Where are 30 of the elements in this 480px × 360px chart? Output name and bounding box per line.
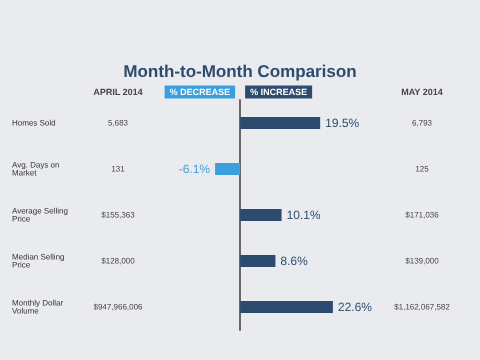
data-label: 8.6% — [280, 254, 308, 268]
text: $1,162,067,582 — [394, 302, 450, 312]
text: $128,000 — [101, 256, 136, 266]
y-tick-label: Avg. Days on Market — [12, 160, 62, 178]
text: % DECREASE — [170, 87, 230, 97]
text: $947,966,006 — [94, 302, 144, 312]
bar — [240, 209, 282, 221]
bar — [240, 255, 276, 267]
data-label: 22.6% — [338, 300, 372, 314]
bar — [240, 117, 320, 129]
y-tick-label: Median Selling Price — [12, 252, 67, 270]
bar — [240, 301, 333, 313]
text: $139,000 — [405, 256, 440, 266]
data-label: 10.1% — [286, 208, 321, 222]
text: $155,363 — [101, 210, 136, 220]
text: % INCREASE — [250, 87, 308, 97]
text: MAY 2014 — [401, 87, 443, 97]
data-label: 19.5% — [325, 116, 360, 130]
text: 131 — [111, 164, 126, 174]
text: APRIL 2014 — [93, 87, 143, 97]
text: 6,793 — [412, 118, 433, 128]
text: 5,683 — [108, 118, 129, 128]
data-label: -6.1% — [178, 162, 210, 176]
y-tick-label: Homes Sold — [12, 118, 56, 128]
y-tick-label: Average Selling Price — [12, 206, 70, 224]
chart-title: Month-to-Month Comparison — [123, 62, 357, 81]
text: 125 — [415, 164, 430, 174]
text: $171,036 — [405, 210, 440, 220]
bar — [215, 163, 240, 175]
y-tick-label: Monthly Dollar Volume — [12, 298, 66, 316]
